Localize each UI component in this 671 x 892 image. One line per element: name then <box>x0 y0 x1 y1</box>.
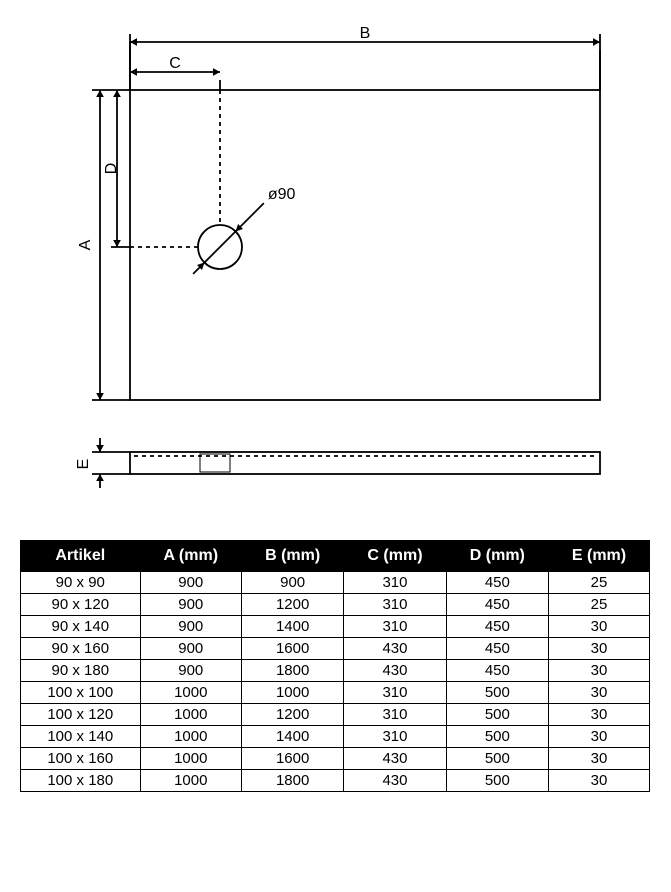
tray-top-view <box>130 90 600 400</box>
table-cell: 1600 <box>241 748 343 770</box>
table-cell: 1200 <box>241 594 343 616</box>
table-cell: 500 <box>446 726 548 748</box>
table-cell: 30 <box>549 726 650 748</box>
table-cell: 450 <box>446 594 548 616</box>
table-row: 100 x 1601000160043050030 <box>21 748 650 770</box>
table-cell: 900 <box>140 594 241 616</box>
table-cell: 430 <box>344 748 446 770</box>
table-header-cell: Artikel <box>21 541 141 572</box>
table-cell: 30 <box>549 660 650 682</box>
dim-label-diameter: ø90 <box>268 186 296 203</box>
table-cell: 90 x 120 <box>21 594 141 616</box>
table-cell: 450 <box>446 638 548 660</box>
dim-label-b: B <box>360 25 371 42</box>
table-cell: 30 <box>549 704 650 726</box>
table-cell: 500 <box>446 770 548 792</box>
table-cell: 310 <box>344 594 446 616</box>
table-cell: 1800 <box>241 660 343 682</box>
table-cell: 310 <box>344 616 446 638</box>
table-row: 90 x 160900160043045030 <box>21 638 650 660</box>
table-cell: 900 <box>140 660 241 682</box>
table-cell: 1800 <box>241 770 343 792</box>
table-cell: 500 <box>446 704 548 726</box>
dim-label-a: A <box>77 239 94 250</box>
table-cell: 1000 <box>140 726 241 748</box>
table-row: 100 x 1401000140031050030 <box>21 726 650 748</box>
table-cell: 1000 <box>140 748 241 770</box>
table-cell: 100 x 100 <box>21 682 141 704</box>
table-cell: 310 <box>344 704 446 726</box>
table-cell: 900 <box>241 572 343 594</box>
table-header-cell: B (mm) <box>241 541 343 572</box>
table-cell: 900 <box>140 638 241 660</box>
table-cell: 310 <box>344 726 446 748</box>
table-header-cell: A (mm) <box>140 541 241 572</box>
table-cell: 1400 <box>241 616 343 638</box>
table-cell: 90 x 140 <box>21 616 141 638</box>
table-cell: 30 <box>549 770 650 792</box>
table-cell: 1600 <box>241 638 343 660</box>
table-cell: 90 x 180 <box>21 660 141 682</box>
table-cell: 90 x 160 <box>21 638 141 660</box>
table-cell: 430 <box>344 660 446 682</box>
table-body: 90 x 909009003104502590 x 12090012003104… <box>21 572 650 792</box>
table-row: 100 x 1001000100031050030 <box>21 682 650 704</box>
table-header-row: ArtikelA (mm)B (mm)C (mm)D (mm)E (mm) <box>21 541 650 572</box>
table-cell: 1000 <box>140 704 241 726</box>
table-cell: 430 <box>344 770 446 792</box>
table-cell: 30 <box>549 748 650 770</box>
table-row: 90 x 9090090031045025 <box>21 572 650 594</box>
table-cell: 500 <box>446 682 548 704</box>
table-cell: 30 <box>549 682 650 704</box>
table-cell: 430 <box>344 638 446 660</box>
dim-label-d: D <box>103 163 120 175</box>
table-row: 90 x 140900140031045030 <box>21 616 650 638</box>
table-cell: 900 <box>140 616 241 638</box>
table-cell: 100 x 140 <box>21 726 141 748</box>
table-cell: 30 <box>549 638 650 660</box>
table-row: 90 x 120900120031045025 <box>21 594 650 616</box>
table-cell: 100 x 160 <box>21 748 141 770</box>
table-header-cell: C (mm) <box>344 541 446 572</box>
table-header-cell: D (mm) <box>446 541 548 572</box>
table-cell: 1400 <box>241 726 343 748</box>
dimension-table: ArtikelA (mm)B (mm)C (mm)D (mm)E (mm) 90… <box>20 540 650 792</box>
table-row: 100 x 1201000120031050030 <box>21 704 650 726</box>
dim-label-c: C <box>169 55 181 72</box>
table-cell: 90 x 90 <box>21 572 141 594</box>
table-cell: 100 x 120 <box>21 704 141 726</box>
table-cell: 310 <box>344 572 446 594</box>
table-cell: 310 <box>344 682 446 704</box>
table-cell: 450 <box>446 616 548 638</box>
table-cell: 500 <box>446 748 548 770</box>
table-cell: 25 <box>549 572 650 594</box>
table-cell: 900 <box>140 572 241 594</box>
table-cell: 1000 <box>140 682 241 704</box>
table-cell: 450 <box>446 572 548 594</box>
dim-label-e: E <box>75 459 92 470</box>
table-cell: 25 <box>549 594 650 616</box>
table-cell: 30 <box>549 616 650 638</box>
table-cell: 100 x 180 <box>21 770 141 792</box>
table-cell: 450 <box>446 660 548 682</box>
table-cell: 1000 <box>241 682 343 704</box>
table-header-cell: E (mm) <box>549 541 650 572</box>
table-cell: 1000 <box>140 770 241 792</box>
table-row: 90 x 180900180043045030 <box>21 660 650 682</box>
table-row: 100 x 1801000180043050030 <box>21 770 650 792</box>
table-cell: 1200 <box>241 704 343 726</box>
technical-drawing: B C A Dø90 E <box>20 20 651 500</box>
